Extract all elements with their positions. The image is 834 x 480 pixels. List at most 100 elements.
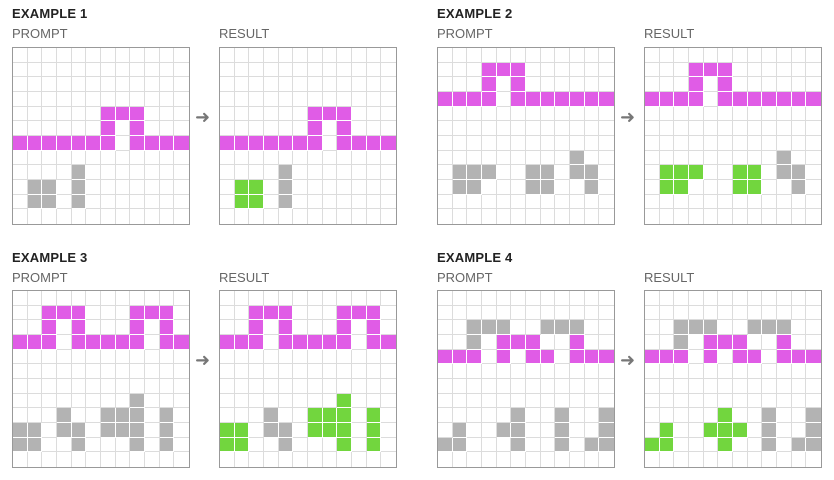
magenta-cell [791, 92, 807, 107]
green-cell [308, 423, 323, 438]
grid-cell [777, 209, 792, 224]
grid-cell [791, 408, 807, 423]
grid-cell [806, 62, 821, 78]
grid-cell [71, 408, 87, 423]
example-title: EXAMPLE 4 [437, 250, 513, 265]
magenta-cell [777, 349, 792, 365]
grid-cell [674, 408, 689, 423]
magenta-cell [27, 335, 43, 350]
grid-cell [599, 452, 614, 467]
grid-cell [452, 291, 468, 306]
grid-cell [220, 452, 235, 467]
grid-cell [352, 165, 367, 180]
grid-cell [293, 320, 308, 335]
gray-cell [101, 423, 116, 438]
gray-cell [27, 437, 43, 453]
grid-cell [322, 77, 338, 92]
grid-cell [220, 180, 235, 195]
grid-cell [747, 48, 763, 63]
grid-cell [762, 48, 777, 63]
grid-cell [115, 136, 131, 151]
grid-cell [438, 77, 453, 92]
grid-cell [352, 291, 367, 306]
grid-cell [718, 291, 733, 306]
grid-cell [570, 379, 585, 394]
grid-cell [689, 364, 704, 379]
grid-cell [337, 180, 352, 195]
grid-cell [777, 77, 792, 92]
grid-cell [71, 150, 87, 166]
grid-cell [145, 291, 160, 306]
grid-cell [718, 209, 733, 224]
magenta-cell [555, 92, 570, 107]
magenta-cell [101, 121, 116, 136]
grid-cell [381, 379, 396, 394]
grid-cell [526, 364, 541, 379]
grid-cell [718, 305, 733, 321]
grid-cell [689, 209, 704, 224]
grid-cell [570, 48, 585, 63]
gray-cell [27, 194, 43, 210]
grid-cell [645, 320, 660, 335]
grid-cell [467, 62, 482, 78]
gray-cell [71, 423, 87, 438]
grid-cell [645, 452, 660, 467]
grid-cell [71, 379, 87, 394]
magenta-cell [42, 320, 57, 335]
grid-cell [438, 209, 453, 224]
gray-cell [482, 165, 497, 180]
grid-cell [777, 291, 792, 306]
grid-cell [159, 77, 175, 92]
grid-cell [511, 165, 526, 180]
grid-cell [366, 379, 382, 394]
gray-cell [482, 320, 497, 335]
grid-cell [234, 349, 250, 365]
grid-cell [352, 452, 367, 467]
grid-cell [733, 209, 748, 224]
gray-cell [777, 150, 792, 166]
grid-cell [540, 62, 556, 78]
grid-cell [352, 77, 367, 92]
grid-cell [540, 77, 556, 92]
grid-cell [159, 364, 175, 379]
grid-cell [674, 150, 689, 166]
gray-cell [570, 165, 585, 180]
magenta-cell [733, 92, 748, 107]
grid-cell [511, 320, 526, 335]
grid-cell [555, 180, 570, 195]
grid-cell [220, 106, 235, 122]
grid-cell [452, 335, 468, 350]
grid-cell [101, 180, 116, 195]
grid-cell [645, 423, 660, 438]
grid-cell [293, 408, 308, 423]
grid-cell [806, 165, 821, 180]
grid-cell [496, 437, 512, 453]
grid-cell [249, 121, 264, 136]
magenta-cell [496, 335, 512, 350]
grid-cell [762, 393, 777, 409]
magenta-cell [57, 305, 72, 321]
gray-cell [570, 320, 585, 335]
grid-cell [13, 393, 28, 409]
grid-cell [555, 150, 570, 166]
grid-cell [381, 349, 396, 365]
grid-cell [13, 194, 28, 210]
gray-cell [791, 437, 807, 453]
grid-cell [174, 194, 189, 210]
grid-cell [806, 364, 821, 379]
grid-cell [467, 437, 482, 453]
grid-cell [718, 106, 733, 122]
grid-cell [86, 165, 101, 180]
grid-cell [130, 165, 145, 180]
grid-cell [13, 180, 28, 195]
grid-cell [220, 165, 235, 180]
grid-cell [747, 77, 763, 92]
grid-cell [599, 194, 614, 210]
grid-cell [584, 194, 600, 210]
grid-cell [791, 291, 807, 306]
grid-cell [366, 180, 382, 195]
grid-cell [293, 305, 308, 321]
grid-cell [264, 62, 279, 78]
grid-cell [249, 379, 264, 394]
grid-cell [645, 165, 660, 180]
